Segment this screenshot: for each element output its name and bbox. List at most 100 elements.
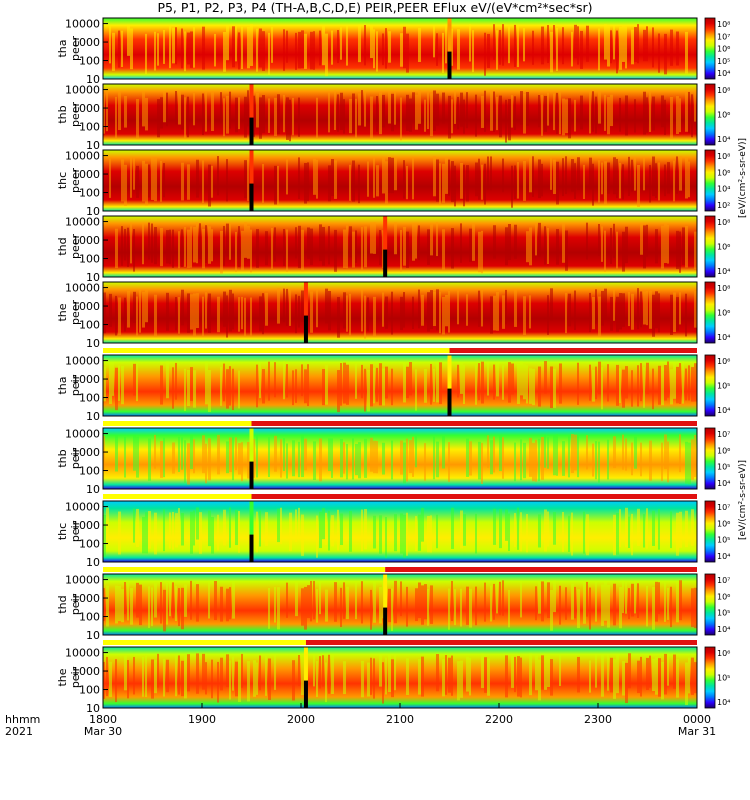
x-axis-label-year: 2021 bbox=[5, 725, 33, 738]
panel-label-species: peir bbox=[69, 374, 82, 396]
x-axis-label-format: hhmm bbox=[5, 713, 40, 726]
panel-label-probe: the bbox=[56, 303, 69, 321]
panel-label-probe: thd bbox=[56, 237, 69, 255]
panel-label-species: peer bbox=[69, 36, 82, 62]
spectrogram-texture bbox=[109, 156, 690, 208]
spectrogram-panel-thd-peir: 10 100 1000 10000 thd peir 10⁴ 10⁵ 10⁶ 10⁷ bbox=[56, 567, 730, 642]
panel-label-probe: thc bbox=[56, 172, 69, 189]
panel-frame bbox=[102, 427, 698, 490]
y-tick-label: 10 bbox=[86, 271, 100, 284]
colorbar bbox=[704, 354, 716, 417]
colorbar-tick-label: 10⁴ bbox=[717, 406, 730, 415]
panel-label-species: peer bbox=[69, 168, 82, 194]
mode-bar-fast bbox=[251, 421, 697, 426]
data-gap-transition bbox=[383, 216, 388, 250]
data-gap-marker bbox=[249, 534, 254, 562]
colorbar bbox=[704, 83, 716, 146]
panel-frame bbox=[102, 500, 698, 563]
y-tick-label: 100 bbox=[79, 55, 100, 68]
panel-label-species: peer bbox=[69, 102, 82, 128]
panel-label-species: peer bbox=[69, 300, 82, 326]
colorbar-tick-label: 10⁶ bbox=[717, 168, 730, 177]
data-gap-transition bbox=[383, 574, 388, 608]
colorbar-tick-label: 10⁶ bbox=[717, 519, 730, 528]
colorbar-tick-label: 10⁴ bbox=[717, 698, 730, 707]
y-tick-label: 1000 bbox=[72, 168, 100, 181]
data-gap-marker bbox=[303, 315, 308, 343]
y-tick-label: 1000 bbox=[72, 446, 100, 459]
colorbar bbox=[704, 646, 716, 709]
data-gap-marker bbox=[447, 388, 452, 416]
panel-label-species: peir bbox=[69, 593, 82, 615]
data-gap-marker bbox=[249, 461, 254, 489]
y-tick-label: 100 bbox=[79, 465, 100, 478]
colorbar bbox=[704, 215, 716, 278]
y-tick-label: 10000 bbox=[65, 355, 100, 368]
y-tick-label: 1000 bbox=[72, 592, 100, 605]
y-tick-label: 10 bbox=[86, 337, 100, 350]
y-tick-label: 1000 bbox=[72, 36, 100, 49]
panel-label-probe: tha bbox=[56, 39, 69, 57]
spectrogram-panel-tha-peer: 10 100 1000 10000 tha peer 10⁴ 10⁵ 10⁶ 10⁷ 10⁸ bbox=[56, 17, 730, 86]
y-tick-label: 1000 bbox=[72, 300, 100, 313]
colorbar-tick-label: 10² bbox=[717, 201, 730, 210]
y-tick-label: 10 bbox=[86, 702, 100, 715]
x-tick-label: 2300 bbox=[584, 713, 612, 726]
spectrogram-texture bbox=[109, 24, 688, 77]
y-tick-label: 10 bbox=[86, 629, 100, 642]
data-gap-transition bbox=[249, 84, 254, 118]
colorbar-tick-label: 10⁷ bbox=[717, 576, 730, 585]
data-gap-transition bbox=[303, 282, 308, 316]
mode-bar-fast bbox=[449, 348, 697, 353]
data-gap-transition bbox=[303, 647, 308, 681]
colorbar-tick-label: 10⁴ bbox=[717, 479, 730, 488]
y-tick-label: 10 bbox=[86, 410, 100, 423]
spectrogram-texture bbox=[103, 434, 696, 485]
colorbar bbox=[704, 427, 716, 490]
y-tick-label: 1000 bbox=[72, 665, 100, 678]
colorbar-tick-label: 10⁴ bbox=[717, 135, 730, 144]
panel-frame bbox=[102, 149, 698, 212]
y-tick-label: 10 bbox=[86, 73, 100, 86]
panel-label-probe: tha bbox=[56, 376, 69, 394]
y-tick-label: 10 bbox=[86, 205, 100, 218]
mode-bar-slow bbox=[103, 348, 450, 353]
y-tick-label: 10000 bbox=[65, 150, 100, 163]
data-gap-transition bbox=[249, 501, 254, 535]
colorbar-tick-label: 10⁴ bbox=[717, 185, 730, 194]
panel-label-probe: the bbox=[56, 668, 69, 686]
spectrogram-panel-thc-peir: 10 100 1000 10000 thc peir 10⁴ 10⁵ 10⁶ 10⁷ bbox=[56, 494, 730, 569]
data-gap-marker bbox=[383, 249, 388, 277]
spectrogram-texture bbox=[115, 222, 697, 274]
colorbar-tick-label: 10⁶ bbox=[717, 649, 730, 658]
y-tick-label: 10000 bbox=[65, 282, 100, 295]
x-tick-date-label: Mar 31 bbox=[678, 725, 716, 738]
y-tick-label: 10 bbox=[86, 556, 100, 569]
colorbar-tick-label: 10⁸ bbox=[717, 284, 730, 293]
colorbar-tick-label: 10⁶ bbox=[717, 111, 730, 120]
colorbar-tick-label: 10⁶ bbox=[717, 446, 730, 455]
y-tick-label: 10000 bbox=[65, 501, 100, 514]
colorbar-unit-label-electrons: [eV/(cm²-s-sr-eV)] bbox=[738, 138, 748, 218]
data-gap-marker bbox=[303, 680, 308, 708]
y-tick-label: 1000 bbox=[72, 519, 100, 532]
panel-label-probe: thc bbox=[56, 523, 69, 540]
y-tick-label: 100 bbox=[79, 611, 100, 624]
x-tick-date-label: Mar 30 bbox=[84, 725, 122, 738]
data-gap-marker bbox=[447, 51, 452, 79]
colorbar-tick-label: 10⁶ bbox=[717, 309, 730, 318]
panel-label-probe: thd bbox=[56, 595, 69, 613]
colorbar-tick-label: 10⁷ bbox=[717, 503, 730, 512]
spectrogram-panel-thb-peer: 10 100 1000 10000 thb peer 10⁴ 10⁶ 10⁸ bbox=[56, 83, 730, 152]
colorbar-tick-label: 10⁶ bbox=[717, 243, 730, 252]
spectrogram-texture bbox=[103, 288, 697, 339]
data-gap-marker bbox=[383, 607, 388, 635]
panel-frame bbox=[102, 17, 698, 80]
y-tick-label: 10000 bbox=[65, 647, 100, 660]
y-tick-label: 100 bbox=[79, 253, 100, 266]
chart-title: P5, P1, P2, P3, P4 (TH-A,B,C,D,E) PEIR,P… bbox=[157, 0, 593, 15]
spectrogram-panel-thc-peer: 10 100 1000 10000 thc peer 10² 10⁴ 10⁶ 10⁸ bbox=[56, 149, 730, 218]
colorbar-tick-label: 10⁷ bbox=[717, 32, 730, 41]
y-tick-label: 10000 bbox=[65, 428, 100, 441]
